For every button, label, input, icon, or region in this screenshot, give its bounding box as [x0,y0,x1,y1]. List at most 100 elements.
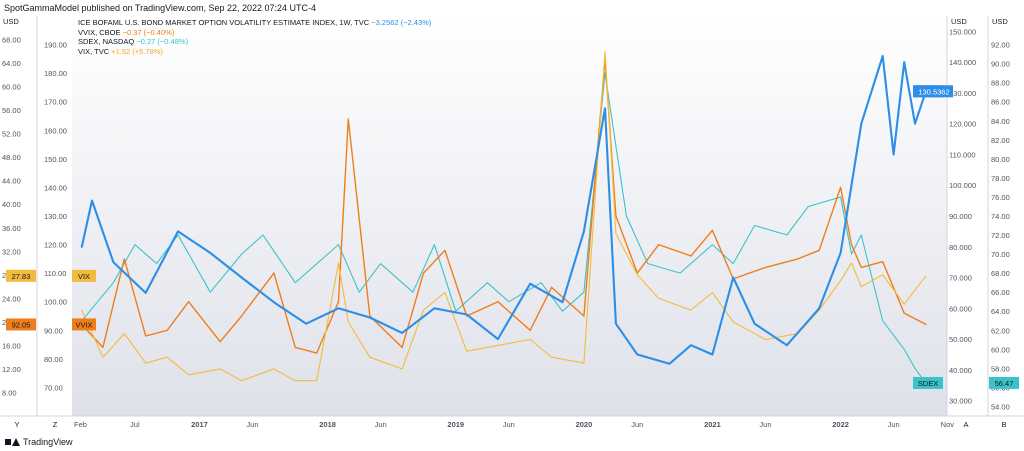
series-tag-vvix-bg [72,318,96,331]
axis-y-tick: 36.00 [2,224,21,233]
axis-b-tick: 80.00 [991,155,1010,164]
legend-vix-change: +1.52 (+5.78%) [111,46,163,56]
axis-a-tick: 120.000 [949,120,976,129]
x-tick-label: Nov [941,420,955,429]
axis-y-tick: 24.00 [2,294,21,303]
tradingview-logo[interactable]: TradingView [5,437,73,447]
series-tag-sdex-label: SDEX [918,379,938,388]
axis-z-tick: 90.00 [44,326,63,335]
series-tag-vix-label: VIX [78,272,90,281]
tradingview-logo-icon [5,438,20,446]
series-tag-sdex-bg [913,376,943,389]
price-badge-move-value: 130.5362 [918,87,949,96]
x-tick-label: Jun [888,420,900,429]
axis-z-tick: 180.00 [44,69,67,78]
chart-canvas[interactable]: USD 68.00 64.00 60.00 56.00 52.00 48.00 44.00 40… [0,0,1024,433]
axis-y-tick: 60.00 [2,83,21,92]
axis-y-tick: 8.00 [2,388,17,397]
x-tick-label: Feb [74,420,87,429]
axis-a-tick: 110.000 [949,150,976,159]
axis-y-tick: 64.00 [2,59,21,68]
x-tick-label: Jul [130,420,140,429]
left-axis-background [0,16,72,416]
axis-corner-z: Z [53,420,58,429]
axis-y-unit: USD [3,17,19,26]
axis-a-unit: USD [951,17,967,26]
series-line-vvix [81,58,927,354]
legend-move-name: ICE BOFAML U.S. BOND MARKET OPTION VOLAT… [78,18,370,27]
axis-b-tick: 60.00 [991,345,1010,354]
axis-y-tick: 16.00 [2,341,21,350]
price-badge-sdex-bg [989,376,1019,389]
legend-item-move[interactable]: ICE BOFAML U.S. BOND MARKET OPTION VOLAT… [78,18,431,28]
axis-b-tick: 88.00 [991,79,1010,88]
x-tick-label: 2021 [704,420,721,429]
x-tick-label: 2017 [191,420,208,429]
legend-sdex-change: −0.27 (−0.48%) [136,37,189,46]
legend-item-vvix[interactable]: VVIX, CBOE −0.37 (−0.40%) [78,28,431,38]
x-tick-label: 2018 [319,420,336,429]
plot-background [72,16,947,416]
axis-y-tick: 52.00 [2,130,21,139]
x-tick-label: Jun [246,420,258,429]
axis-z-tick: 190.00 [44,41,67,50]
axis-a-tick: 130.000 [949,89,976,98]
price-badge-vix-value: 27.83 [12,272,31,281]
axis-b-tick: 62.00 [991,326,1010,335]
axis-b-tick: 72.00 [991,231,1010,240]
axis-y-tick: 56.00 [2,106,21,115]
publish-info: SpotGammaModel published on TradingView.… [4,3,317,13]
tradingview-brand: TradingView [23,437,73,447]
series-line-vix [81,50,927,382]
price-badge-move-bg [915,85,953,98]
axis-b-tick: 70.00 [991,250,1010,259]
axis-b-tick: 92.00 [991,41,1010,50]
axis-corner-b: B [1001,420,1006,429]
axis-a-tick: 80.000 [949,243,972,252]
axis-z-tick: 110.00 [44,269,66,278]
axis-b-tick: 84.00 [991,117,1010,126]
axis-y-tick: 32.00 [2,247,21,256]
axis-z-tick: 120.00 [44,241,67,250]
x-tick-label: Jun [375,420,387,429]
axis-y-tick: 68.00 [2,36,21,45]
legend-vvix-name: VVIX, CBOE [78,27,121,37]
series-tag-vix-bg [72,269,96,282]
x-tick-label: Jun [631,420,643,429]
axis-z-tick: 100.00 [44,298,67,307]
axis-b-tick: 76.00 [991,193,1010,202]
axis-y-tick: 12.00 [2,365,21,374]
x-tick-label: 2019 [447,420,464,429]
axis-b-tick: 58.00 [991,364,1010,373]
axis-a-tick: 30.000 [949,397,972,406]
axis-z-tick: 80.00 [44,355,63,364]
price-badge-sdex-value: 56.47 [995,379,1014,388]
axis-corner-a: A [963,420,968,429]
axis-b-unit: USD [992,17,1008,26]
x-tick-label: 2022 [832,420,849,429]
legend-vvix-change: −0.37 (−0.40%) [122,27,175,37]
axis-z-tick: 130.00 [44,212,67,221]
axis-y-tick: 48.00 [2,153,21,162]
axis-b-tick: 64.00 [991,307,1010,316]
legend-item-vix[interactable]: VIX, TVC +1.52 (+5.78%) [78,47,431,57]
axis-b-tick: 82.00 [991,136,1010,145]
axis-z-tick: 140.00 [44,183,67,192]
axis-a-tick: 70.000 [949,274,972,283]
axis-b-tick: 90.00 [991,60,1010,69]
x-tick-label: Jun [503,420,515,429]
axis-b-tick: 86.00 [991,98,1010,107]
price-badge-vvix-bg [6,318,36,331]
right-axis-background [947,16,1024,416]
axis-corner-y: Y [14,420,19,429]
series-tag-vvix-label: VVIX [75,320,92,329]
footer: TradingView [0,433,1024,451]
price-badge-vix-bg [6,269,36,282]
axis-a-tick: 50.000 [949,335,972,344]
legend-vix-name: VIX, TVC [78,46,110,56]
legend-item-sdex[interactable]: SDEX, NASDAQ −0.27 (−0.48%) [78,37,431,47]
axis-z-tick: 70.00 [44,383,63,392]
axis-z-tick: 170.00 [44,98,67,107]
axis-a-tick: 150.000 [949,27,976,36]
axis-b-tick: 78.00 [991,174,1010,183]
